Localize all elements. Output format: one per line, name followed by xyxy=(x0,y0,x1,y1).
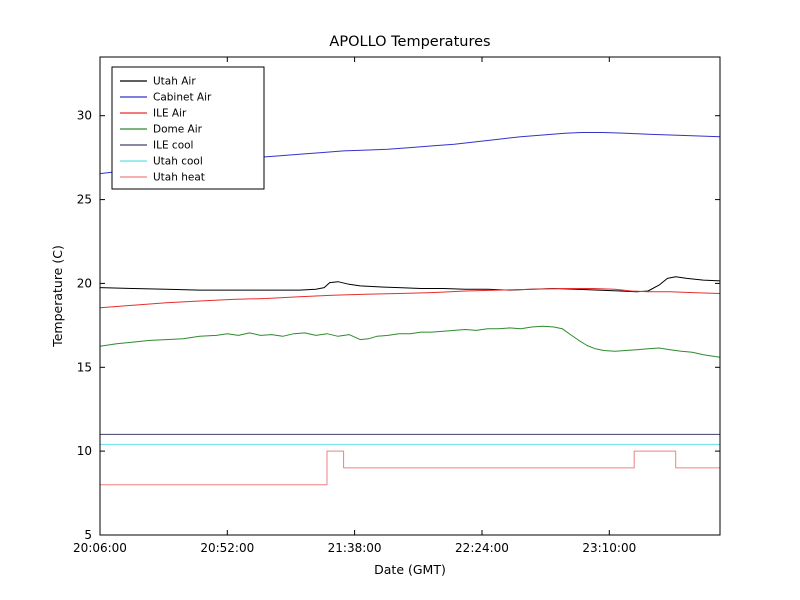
series-line-utah-heat xyxy=(100,450,720,486)
y-tick-label: 5 xyxy=(84,528,92,542)
series-line-dome-air xyxy=(99,325,721,358)
y-tick-label: 25 xyxy=(77,193,92,207)
y-tick-label: 30 xyxy=(77,109,92,123)
y-tick-label: 10 xyxy=(77,444,92,458)
y-tick-label: 15 xyxy=(77,360,92,374)
x-tick-label: 22:24:00 xyxy=(455,541,509,555)
series-line-ile-air xyxy=(99,288,721,309)
legend-label-cabinet-air: Cabinet Air xyxy=(153,92,212,104)
series-line-utah-air xyxy=(99,276,721,293)
legend-label-utah-heat: Utah heat xyxy=(153,172,205,184)
x-tick-label: 20:06:00 xyxy=(73,541,127,555)
legend-label-dome-air: Dome Air xyxy=(153,124,203,136)
legend-label-utah-air: Utah Air xyxy=(153,76,196,88)
legend-label-ile-air: ILE Air xyxy=(153,108,187,120)
x-axis-label: Date (GMT) xyxy=(374,562,446,577)
y-tick-label: 20 xyxy=(77,276,92,290)
x-tick-label: 20:52:00 xyxy=(200,541,254,555)
x-tick-label: 21:38:00 xyxy=(328,541,382,555)
x-tick-label: 23:10:00 xyxy=(582,541,636,555)
legend-label-utah-cool: Utah cool xyxy=(153,156,203,168)
legend-label-ile-cool: ILE cool xyxy=(153,140,193,152)
axis-ticks: 20:06:00 20:52:00 21:38:00 22:24:00 23:10:00… xyxy=(73,57,720,555)
legend-box xyxy=(111,66,265,190)
chart-title: APOLLO Temperatures xyxy=(329,34,490,50)
series-lines xyxy=(99,132,721,486)
y-axis-label: Temperature (C) xyxy=(50,245,65,348)
axes-border xyxy=(99,56,721,536)
legend: Utah Air Cabinet Air ILE Air Dome Air ILE co… xyxy=(111,66,265,190)
